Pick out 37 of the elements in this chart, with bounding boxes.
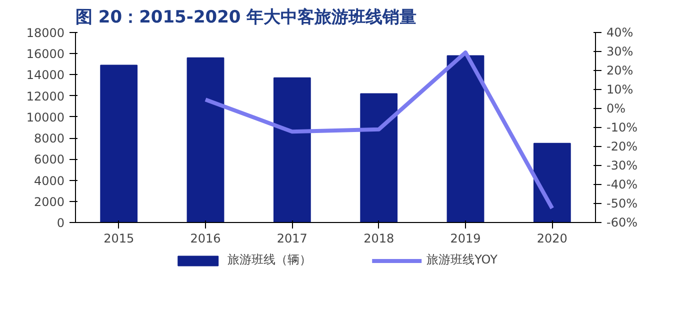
x-tick-label: 2016	[190, 232, 221, 246]
y2-tick-label: -50%	[606, 196, 638, 210]
y2-tick-label: -30%	[606, 158, 638, 172]
y-tick-label: 16000	[26, 47, 65, 62]
y2-tick-label: 0%	[606, 102, 626, 116]
y-tick-label: 0	[56, 216, 65, 230]
y-tick-label: 4000	[34, 174, 65, 188]
y-tick-label: 8000	[34, 132, 65, 146]
y2-tick-label: -40%	[606, 178, 638, 192]
x-tick-label: 2015	[104, 232, 134, 246]
legend-label: 旅游班线（辆）	[228, 252, 312, 268]
y2-tick-label: 20%	[606, 64, 634, 78]
x-tick-label: 2017	[276, 232, 308, 246]
bar	[360, 93, 398, 222]
x-tick-label: 2020	[536, 232, 568, 246]
y2-tick-label: -60%	[606, 216, 638, 230]
y-tick-label: 14000	[26, 68, 65, 82]
y2-tick-label: -20%	[606, 140, 638, 154]
x-tick-label: 2019	[450, 232, 481, 246]
y2-tick-label: 10%	[606, 82, 634, 96]
y-tick-label: 2000	[34, 194, 65, 209]
bar	[273, 77, 311, 222]
y2-tick-label: -10%	[606, 120, 638, 134]
bar	[186, 57, 224, 222]
line-series	[204, 50, 554, 210]
y2-tick-label: 30%	[606, 44, 634, 58]
bar	[100, 64, 138, 222]
y-tick-label: 6000	[34, 152, 65, 167]
y-tick-label: 10000	[26, 110, 65, 124]
chart-title: 图 20：2015-2020 年大中客旅游班线销量	[76, 8, 417, 28]
y2-tick-label: 40%	[606, 26, 634, 40]
x-tick-label: 2018	[364, 232, 394, 246]
y-tick-label: 18000	[26, 26, 65, 40]
bar	[533, 142, 571, 222]
bar	[446, 55, 484, 222]
legend-label: 旅游班线YOY	[426, 252, 498, 268]
y-tick-label: 12000	[26, 89, 65, 104]
